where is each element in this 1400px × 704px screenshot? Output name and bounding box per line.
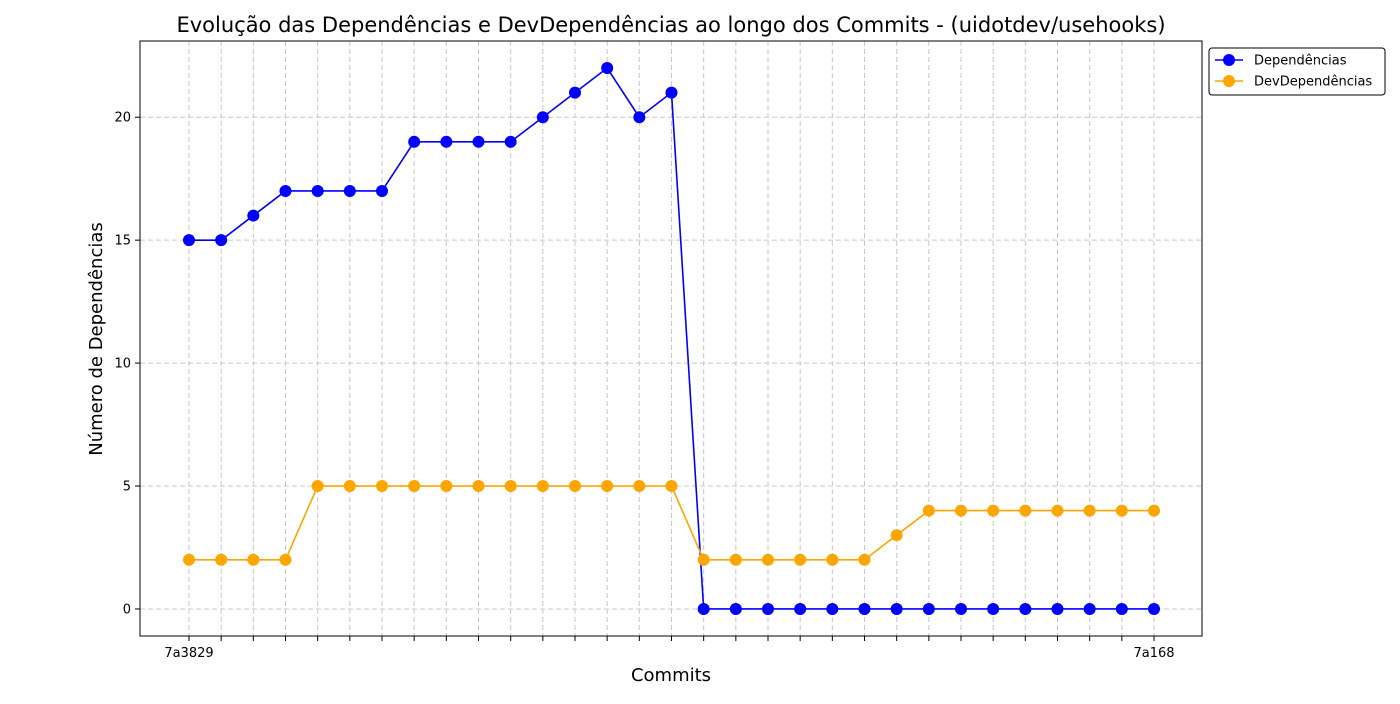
data-point bbox=[440, 135, 453, 148]
y-axis: 0 5 10 15 20 bbox=[114, 111, 140, 617]
data-point bbox=[729, 602, 742, 615]
data-point bbox=[826, 602, 839, 615]
data-point bbox=[247, 209, 260, 222]
data-point bbox=[440, 480, 453, 493]
data-point bbox=[858, 602, 871, 615]
legend-marker bbox=[1223, 54, 1235, 66]
data-point bbox=[697, 602, 710, 615]
y-tick-label: 10 bbox=[114, 357, 131, 372]
data-point bbox=[504, 135, 517, 148]
data-point bbox=[247, 553, 260, 566]
legend: Dependências DevDependências bbox=[1208, 47, 1386, 96]
data-point bbox=[536, 480, 549, 493]
data-point bbox=[601, 480, 614, 493]
data-point bbox=[279, 184, 292, 197]
data-point bbox=[987, 602, 1000, 615]
data-point bbox=[183, 553, 195, 566]
data-point bbox=[601, 62, 614, 75]
x-tick-label: 7a168 bbox=[1133, 646, 1174, 661]
data-point bbox=[955, 602, 967, 615]
grid-layer bbox=[140, 41, 1202, 636]
data-point bbox=[1019, 504, 1032, 517]
data-point bbox=[665, 86, 678, 99]
data-point bbox=[762, 553, 774, 566]
y-tick-label: 15 bbox=[114, 234, 131, 249]
data-point bbox=[987, 504, 1000, 517]
data-point bbox=[794, 602, 807, 615]
data-point bbox=[858, 553, 871, 566]
data-point bbox=[279, 553, 292, 566]
data-point bbox=[922, 504, 935, 517]
data-point bbox=[569, 86, 581, 99]
y-tick-label: 5 bbox=[123, 480, 131, 495]
data-point bbox=[408, 480, 421, 493]
data-point bbox=[922, 602, 935, 615]
data-point bbox=[1115, 504, 1128, 517]
legend-marker bbox=[1223, 75, 1235, 87]
data-point bbox=[215, 553, 228, 566]
data-point bbox=[1083, 602, 1096, 615]
x-axis: 7a3829 7a168 bbox=[164, 636, 1175, 661]
data-point bbox=[376, 480, 388, 493]
chart-title: Evolução das Dependências e DevDependênc… bbox=[176, 13, 1165, 37]
data-point bbox=[1051, 504, 1064, 517]
y-tick-label: 20 bbox=[114, 111, 131, 126]
data-point bbox=[794, 553, 807, 566]
data-point bbox=[311, 184, 324, 197]
data-point bbox=[1083, 504, 1096, 517]
x-tick-label: 7a3829 bbox=[164, 646, 213, 661]
data-point bbox=[183, 234, 195, 247]
data-point bbox=[955, 504, 967, 517]
data-point bbox=[311, 480, 324, 493]
data-point bbox=[1148, 602, 1160, 615]
data-point bbox=[890, 529, 903, 542]
data-point bbox=[376, 184, 388, 197]
data-point bbox=[343, 480, 356, 493]
data-point bbox=[504, 480, 517, 493]
data-point bbox=[536, 111, 549, 124]
data-point bbox=[665, 480, 678, 493]
data-point bbox=[729, 553, 742, 566]
data-point bbox=[1148, 504, 1160, 517]
data-point bbox=[633, 480, 646, 493]
data-point bbox=[1051, 602, 1064, 615]
data-point bbox=[343, 184, 356, 197]
data-point bbox=[408, 135, 421, 148]
data-point bbox=[633, 111, 646, 124]
data-point bbox=[472, 135, 485, 148]
y-tick-label: 0 bbox=[123, 602, 131, 617]
legend-label: DevDependências bbox=[1254, 75, 1372, 90]
data-point bbox=[697, 553, 710, 566]
data-point bbox=[569, 480, 581, 493]
data-point bbox=[215, 234, 228, 247]
y-axis-label: Número de Dependências bbox=[86, 222, 107, 456]
data-point bbox=[762, 602, 774, 615]
data-point bbox=[1115, 602, 1128, 615]
legend-label: Dependências bbox=[1254, 54, 1347, 69]
legend-box bbox=[1208, 47, 1386, 96]
data-point bbox=[890, 602, 903, 615]
x-axis-label: Commits bbox=[631, 665, 711, 686]
data-point bbox=[472, 480, 485, 493]
data-point bbox=[826, 553, 839, 566]
data-point bbox=[1019, 602, 1032, 615]
series-layer bbox=[183, 62, 1160, 615]
